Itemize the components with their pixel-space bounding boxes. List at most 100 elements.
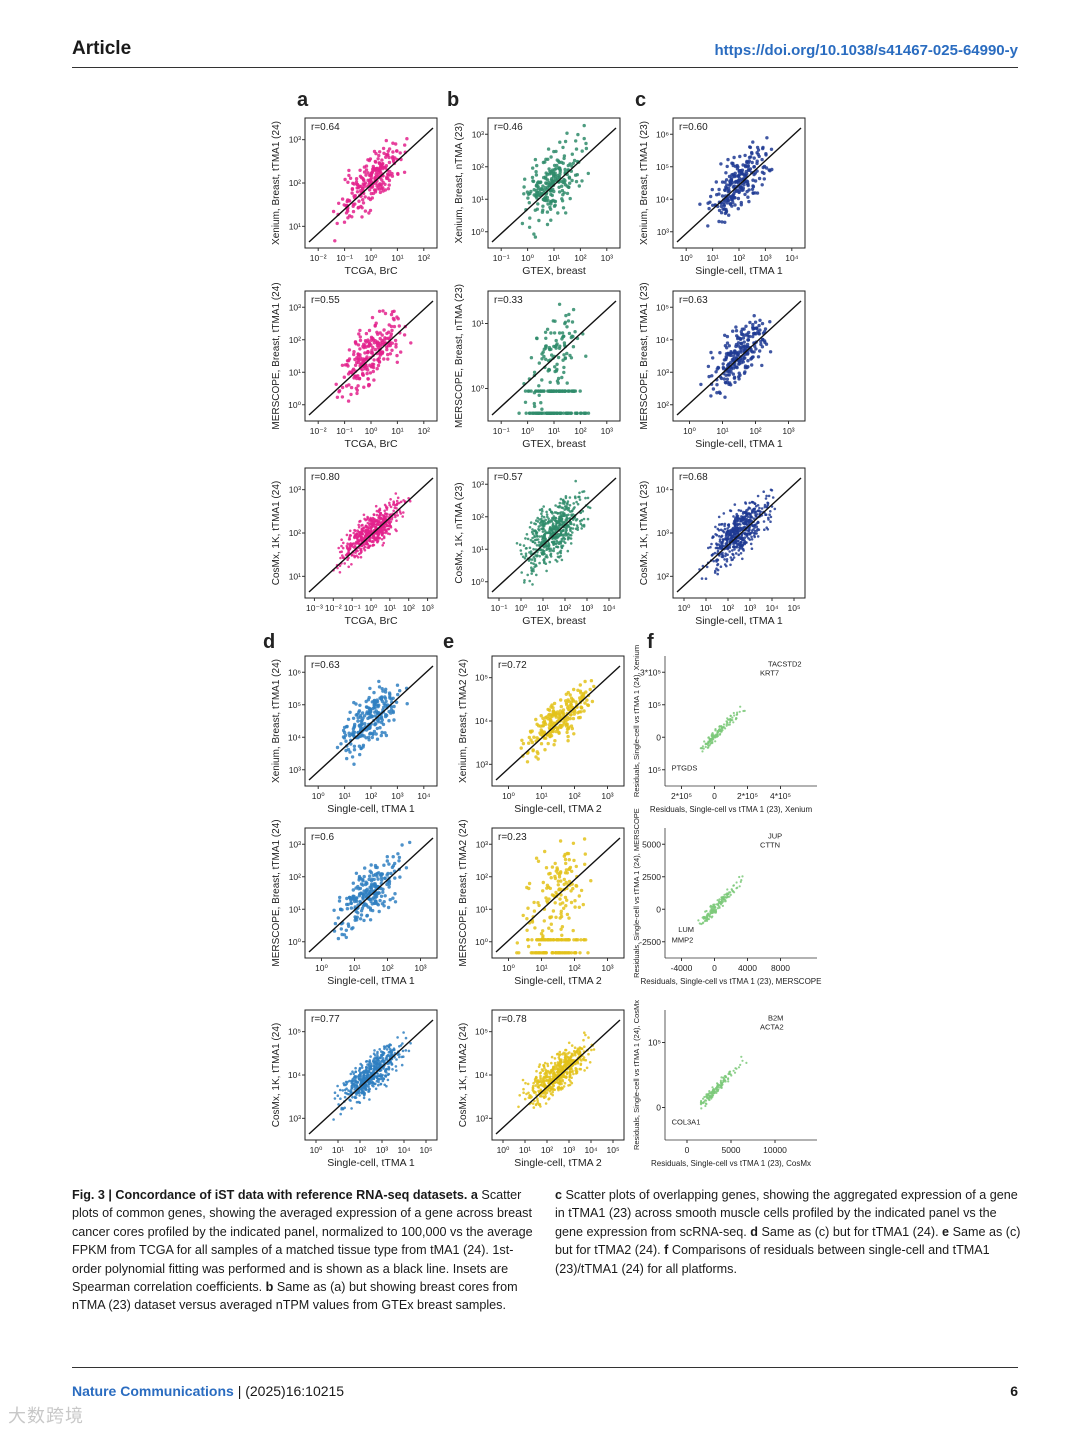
chart-a1 bbox=[302, 117, 438, 251]
data-point bbox=[576, 528, 579, 531]
x-axis-label-d2: Single-cell, tTMA 1 bbox=[327, 975, 415, 987]
data-point bbox=[732, 375, 737, 379]
data-point bbox=[518, 1094, 521, 1097]
data-point bbox=[363, 357, 367, 362]
data-point bbox=[561, 334, 566, 338]
y-axis-label-c1: Xenium, Breast, tTMA1 (23) bbox=[639, 121, 650, 245]
y-tick-label: 10³ bbox=[476, 839, 488, 849]
data-point bbox=[549, 170, 553, 174]
data-point bbox=[564, 904, 568, 908]
fit-line-b3 bbox=[491, 477, 617, 593]
data-point bbox=[375, 718, 380, 723]
x-tick-label: 10¹ bbox=[338, 791, 350, 801]
data-point bbox=[736, 531, 739, 534]
data-point bbox=[358, 703, 362, 707]
x-tick-label: 10¹ bbox=[700, 603, 712, 613]
data-point bbox=[770, 167, 774, 172]
data-point bbox=[376, 903, 380, 907]
data-point bbox=[757, 323, 761, 328]
data-point bbox=[582, 136, 586, 141]
data-point bbox=[752, 172, 756, 177]
data-point bbox=[718, 535, 721, 538]
data-point bbox=[567, 513, 570, 517]
data-point bbox=[563, 183, 568, 187]
data-point bbox=[352, 744, 357, 748]
y-tick-label: 10⁶ bbox=[656, 129, 669, 139]
data-point bbox=[723, 522, 727, 526]
data-point bbox=[370, 362, 375, 366]
data-point bbox=[372, 149, 377, 154]
data-point bbox=[534, 554, 537, 557]
data-point bbox=[552, 549, 555, 553]
data-point bbox=[364, 533, 368, 537]
data-point bbox=[584, 938, 588, 942]
data-point bbox=[584, 354, 588, 358]
data-point bbox=[525, 533, 529, 536]
data-point bbox=[381, 309, 385, 313]
data-point bbox=[370, 1072, 373, 1075]
data-point bbox=[350, 1086, 354, 1090]
data-point bbox=[531, 532, 535, 536]
data-point bbox=[541, 538, 544, 541]
data-point bbox=[722, 544, 725, 548]
data-point bbox=[355, 182, 359, 186]
data-point bbox=[725, 558, 729, 561]
data-point bbox=[345, 1087, 348, 1090]
data-point bbox=[367, 340, 371, 344]
data-point bbox=[544, 896, 548, 900]
x-tick-label: 10² bbox=[381, 963, 393, 973]
data-point bbox=[372, 341, 376, 345]
data-point bbox=[383, 503, 387, 507]
data-point bbox=[346, 547, 349, 550]
data-point bbox=[753, 523, 757, 527]
data-point bbox=[567, 506, 571, 510]
doi-link[interactable]: https://doi.org/10.1038/s41467-025-64990… bbox=[714, 42, 1019, 59]
chart-a3 bbox=[302, 467, 438, 601]
data-point bbox=[375, 1056, 378, 1060]
x-axis-label-a3: TCGA, BrC bbox=[344, 615, 398, 627]
data-point bbox=[541, 204, 545, 208]
data-point bbox=[388, 898, 392, 902]
data-point bbox=[732, 535, 735, 539]
data-point bbox=[562, 353, 566, 357]
data-point bbox=[569, 696, 574, 700]
data-point bbox=[527, 886, 531, 891]
x-tick-label: 10¹ bbox=[391, 253, 403, 263]
data-point bbox=[544, 866, 549, 870]
data-point bbox=[561, 411, 566, 415]
data-point bbox=[351, 730, 355, 734]
data-point bbox=[754, 332, 758, 336]
data-point bbox=[569, 900, 574, 905]
data-point bbox=[529, 356, 534, 360]
data-point bbox=[707, 546, 710, 550]
data-point bbox=[564, 518, 568, 521]
data-point bbox=[348, 537, 352, 541]
x-tick-label: 10¹ bbox=[384, 603, 396, 613]
y-tick-label: 10³ bbox=[472, 479, 484, 489]
x-tick-label: 10² bbox=[354, 1145, 366, 1155]
data-point bbox=[391, 709, 395, 713]
data-point bbox=[538, 508, 542, 512]
data-point bbox=[535, 750, 539, 754]
data-point bbox=[716, 549, 720, 553]
data-point bbox=[347, 357, 352, 361]
data-point bbox=[338, 1088, 342, 1092]
data-point bbox=[359, 538, 363, 542]
correlation-label-d3: r=0.77 bbox=[311, 1014, 340, 1025]
data-point bbox=[515, 941, 519, 945]
y-tick-label: 10³ bbox=[289, 765, 301, 775]
data-point bbox=[551, 951, 555, 955]
data-point bbox=[398, 151, 402, 155]
data-point bbox=[344, 748, 348, 753]
data-point bbox=[387, 885, 391, 889]
data-point bbox=[370, 529, 373, 533]
data-point bbox=[729, 350, 733, 354]
data-point bbox=[545, 222, 550, 227]
data-point bbox=[592, 684, 596, 689]
data-point bbox=[768, 513, 771, 516]
data-point bbox=[352, 1083, 355, 1086]
data-point bbox=[539, 742, 544, 746]
data-point bbox=[557, 175, 561, 179]
data-point bbox=[343, 1083, 346, 1087]
data-point bbox=[716, 572, 719, 576]
